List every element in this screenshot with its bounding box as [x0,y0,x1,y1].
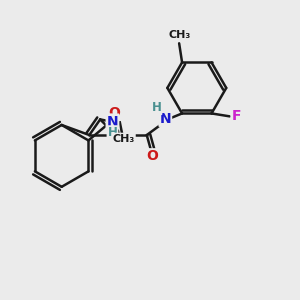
Text: H: H [152,101,161,114]
Text: CH₃: CH₃ [112,134,135,144]
Text: N: N [160,112,171,126]
Text: N: N [107,115,118,128]
Text: O: O [147,149,159,163]
Text: O: O [108,106,120,120]
Text: H: H [107,126,117,139]
Text: F: F [232,110,241,123]
Text: CH₃: CH₃ [168,30,190,40]
